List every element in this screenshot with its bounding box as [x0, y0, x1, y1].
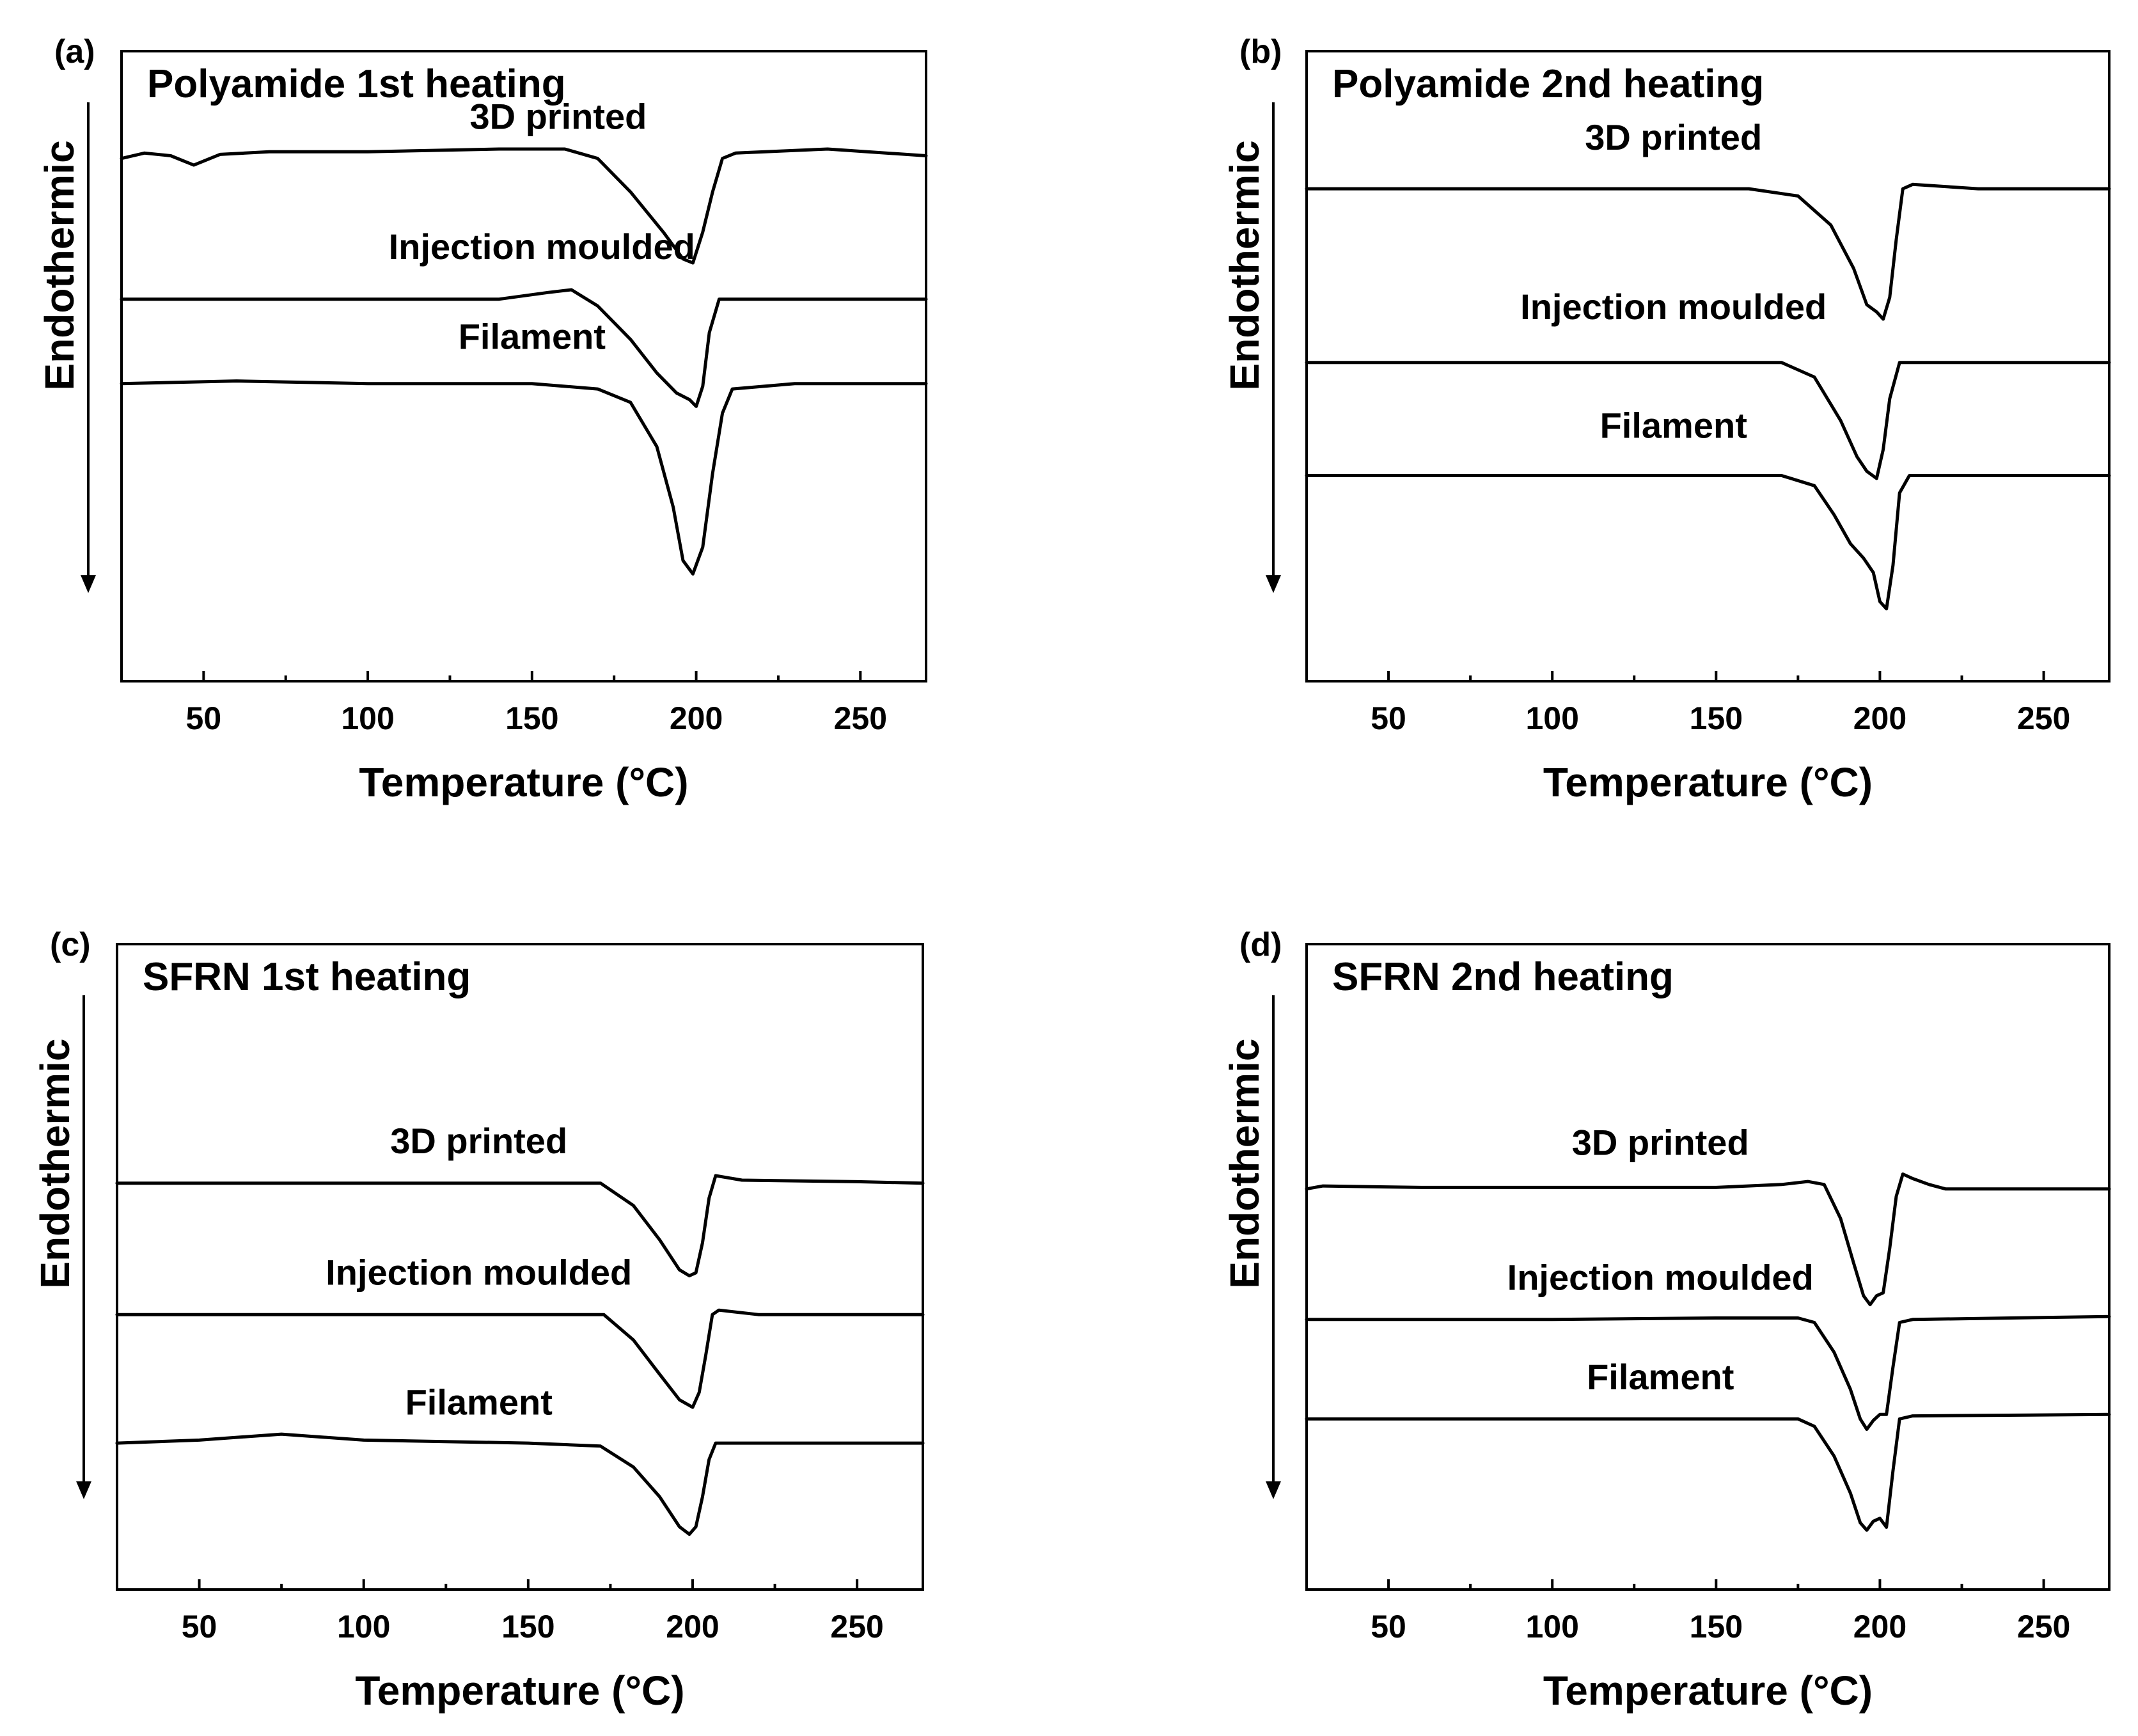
- endothermic-arrow-head: [81, 575, 96, 594]
- trace-label: 3D printed: [390, 1121, 567, 1161]
- x-axis-title: Temperature (°C): [355, 1668, 684, 1714]
- x-tick-label: 50: [1371, 1609, 1406, 1645]
- x-tick-label: 200: [1853, 700, 1906, 736]
- x-tick-label: 250: [834, 700, 887, 736]
- y-axis-title: Endothermic: [1222, 140, 1268, 390]
- x-tick-label: 100: [1525, 700, 1578, 736]
- x-tick-label: 100: [1525, 1609, 1578, 1645]
- x-tick-label: 200: [666, 1609, 719, 1645]
- trace-label: Filament: [405, 1382, 553, 1423]
- trace-label: 3D printed: [469, 97, 647, 137]
- plot-frame: [1305, 50, 2110, 683]
- panel-c: (c) SFRN 1st heating 50 100 150 200 250 Tempera…: [32, 926, 925, 1714]
- x-tick-label: 150: [501, 1609, 554, 1645]
- endothermic-arrow-head: [1266, 575, 1281, 594]
- endothermic-arrow-head: [76, 1481, 91, 1499]
- trace-3d-printed: [115, 1174, 925, 1277]
- x-tick-label: 150: [1690, 700, 1743, 736]
- x-tick-label: 100: [337, 1609, 390, 1645]
- plot-frame: [116, 943, 924, 1591]
- trace-label: Injection moulded: [1507, 1257, 1814, 1297]
- panel-title: SFRN 2nd heating: [1332, 955, 1674, 999]
- x-axis-title: Temperature (°C): [1543, 759, 1873, 805]
- trace-label: 3D printed: [1572, 1122, 1749, 1162]
- trace-3d-printed: [1305, 1172, 2111, 1307]
- y-axis-title: Endothermic: [36, 140, 83, 390]
- trace-label: Filament: [1600, 406, 1747, 446]
- x-tick-label: 250: [2017, 1609, 2070, 1645]
- endothermic-arrow-head: [1266, 1481, 1281, 1499]
- panel-letter: (c): [50, 926, 91, 963]
- trace-injection-moulded: [1305, 361, 2111, 480]
- x-tick-label: 250: [2017, 700, 2070, 736]
- panel-letter: (d): [1239, 926, 1282, 963]
- x-tick-label: 200: [670, 700, 723, 736]
- trace-3d-printed: [1305, 182, 2111, 321]
- trace-label: Filament: [459, 316, 606, 356]
- x-tick-label: 50: [182, 1609, 217, 1645]
- panel-title: Polyamide 2nd heating: [1332, 62, 1764, 106]
- trace-label: Injection moulded: [389, 226, 695, 267]
- panel-a: (a) Polyamide 1st heating 50 100 150 200 250 Te…: [36, 33, 928, 805]
- x-axis-title: Temperature (°C): [1543, 1668, 1873, 1714]
- panel-letter: (a): [54, 33, 95, 70]
- x-tick-label: 200: [1853, 1609, 1906, 1645]
- x-tick-label: 250: [830, 1609, 883, 1645]
- trace-filament: [115, 1432, 925, 1536]
- x-tick-label: 150: [505, 700, 558, 736]
- panel-b: (b) Polyamide 2nd heating 50 100 150 200 250 Te…: [1222, 33, 2111, 805]
- x-tick-label: 150: [1690, 1609, 1743, 1645]
- x-tick-label: 50: [1371, 700, 1406, 736]
- trace-3d-printed: [120, 147, 928, 265]
- x-tick-label: 100: [341, 700, 394, 736]
- panel-title: Polyamide 1st heating: [147, 62, 566, 106]
- trace-injection-moulded: [115, 1308, 925, 1409]
- trace-filament: [120, 379, 928, 576]
- trace-injection-moulded: [1305, 1314, 2111, 1431]
- panel-title: SFRN 1st heating: [143, 955, 471, 999]
- y-axis-title: Endothermic: [1222, 1038, 1268, 1288]
- plot-frame: [1305, 943, 2110, 1591]
- trace-filament: [1305, 1412, 2111, 1532]
- x-tick-label: 50: [186, 700, 222, 736]
- trace-label: Injection moulded: [326, 1252, 632, 1293]
- x-axis-title: Temperature (°C): [359, 759, 688, 805]
- plot-frame: [120, 50, 927, 683]
- trace-injection-moulded: [120, 288, 928, 408]
- panel-letter: (b): [1239, 33, 1282, 70]
- trace-label: Injection moulded: [1520, 287, 1827, 327]
- panel-d: (d) SFRN 2nd heating 50 100 150 200 250 Tempera…: [1222, 926, 2111, 1714]
- trace-label: 3D printed: [1585, 117, 1762, 157]
- trace-label: Filament: [1587, 1357, 1734, 1397]
- trace-filament: [1305, 474, 2111, 611]
- y-axis-title: Endothermic: [32, 1038, 78, 1288]
